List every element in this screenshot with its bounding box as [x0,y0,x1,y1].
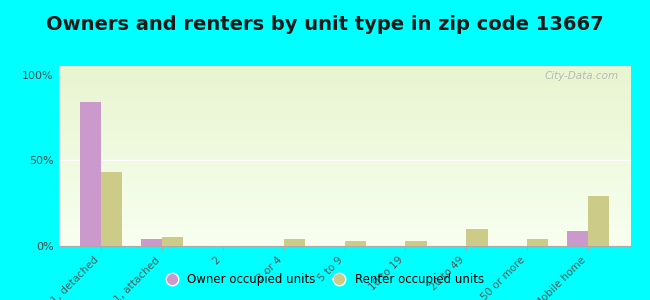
Bar [140,239,162,246]
Bar [567,231,588,246]
Bar [344,241,366,246]
Legend: Owner occupied units, Renter occupied units: Owner occupied units, Renter occupied un… [161,269,489,291]
Bar [80,102,101,246]
Bar [588,196,609,246]
Bar [527,239,549,246]
Bar [101,172,122,246]
Text: City-Data.com: City-Data.com [545,71,619,81]
Bar [466,229,488,246]
Text: Owners and renters by unit type in zip code 13667: Owners and renters by unit type in zip c… [46,15,604,34]
Bar [283,239,305,246]
Bar [162,237,183,246]
Bar [406,241,426,246]
